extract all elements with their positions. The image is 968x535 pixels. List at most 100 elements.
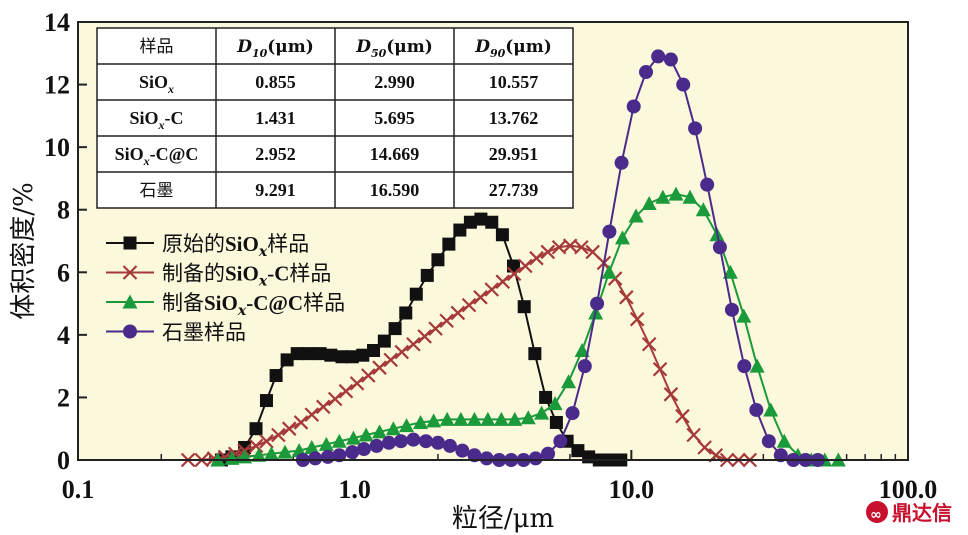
data-point	[574, 343, 590, 357]
data-point	[358, 427, 374, 442]
watermark: ∞ 鼎达信	[866, 501, 952, 525]
marker-stroke	[461, 297, 477, 313]
data-point	[686, 427, 701, 443]
data-point	[639, 65, 654, 80]
data-point	[776, 433, 792, 448]
data-point	[356, 348, 370, 362]
data-point	[574, 239, 589, 255]
data-point	[290, 347, 304, 361]
data-point	[338, 383, 354, 399]
data-point	[668, 186, 684, 201]
data-point	[761, 434, 776, 449]
data-point	[520, 410, 536, 425]
table-sample-cell: 石墨	[140, 181, 174, 201]
legend-item-2: 制备的SiOx-C样品	[106, 262, 331, 290]
data-point	[528, 451, 543, 466]
data-point	[602, 224, 617, 239]
data-point	[324, 348, 338, 362]
legend-item-1: 原始的SiOx样品	[106, 232, 309, 260]
data-point	[280, 353, 294, 367]
table-header-cell: D10(μm)	[236, 37, 314, 60]
watermark-logo-icon	[866, 501, 888, 523]
x-tick-label: 100.0	[879, 475, 938, 504]
data-point	[413, 414, 429, 429]
data-point	[485, 215, 499, 229]
marker-stroke	[529, 250, 544, 266]
data-point	[356, 442, 371, 457]
data-point	[565, 406, 580, 421]
table-sample-cell: SiOx-C	[129, 108, 183, 132]
data-point	[327, 391, 343, 407]
legend-swatch-marker	[123, 236, 137, 250]
x-tick-label: 1.0	[338, 475, 371, 504]
data-point	[641, 336, 657, 352]
y-axis-label: 体积密度/%	[9, 182, 39, 319]
data-point	[293, 415, 309, 430]
data-point	[676, 77, 691, 92]
table-value-cell: 0.855	[255, 72, 296, 92]
table-value-cell: 14.669	[370, 144, 420, 164]
data-point	[388, 322, 402, 336]
data-point	[345, 350, 359, 364]
data-point	[652, 361, 668, 377]
data-point	[553, 434, 568, 449]
marker-stroke	[259, 433, 274, 449]
marker-stroke	[495, 274, 511, 289]
data-point	[304, 407, 320, 422]
series-4	[295, 49, 825, 467]
data-point	[749, 358, 765, 373]
data-point	[619, 290, 634, 305]
data-point	[345, 445, 360, 460]
legend-swatch-marker	[122, 265, 138, 280]
table-value-cell: 5.695	[374, 108, 415, 128]
data-point	[541, 446, 556, 461]
data-point	[224, 450, 240, 465]
data-point	[442, 237, 456, 251]
data-point	[763, 402, 779, 417]
data-point	[534, 405, 550, 420]
data-point	[495, 274, 511, 289]
table-value-cell: 9.291	[255, 180, 296, 200]
data-point	[269, 369, 283, 383]
data-point	[736, 308, 752, 323]
marker-stroke	[361, 368, 376, 383]
data-point	[493, 411, 509, 426]
marker-stroke	[652, 361, 668, 377]
marker-stroke	[619, 290, 634, 305]
y-tick-label: 10	[44, 133, 70, 162]
data-point	[473, 290, 488, 305]
marker-stroke	[406, 336, 421, 352]
watermark-logo-glyph: ∞	[870, 507, 882, 523]
marker-stroke	[372, 360, 387, 375]
data-point	[663, 387, 679, 402]
marker-stroke	[686, 427, 701, 443]
data-point	[517, 300, 531, 314]
data-point	[626, 99, 641, 114]
data-point	[259, 394, 273, 408]
data-point	[722, 264, 738, 279]
watermark-text: 鼎达信	[892, 501, 952, 525]
data-point	[249, 422, 263, 436]
marker-stroke	[540, 244, 556, 260]
data-point	[430, 435, 445, 450]
data-point	[539, 390, 553, 404]
data-point	[318, 436, 334, 451]
data-point	[332, 448, 347, 463]
marker-stroke	[327, 391, 343, 407]
table-value-cell: 16.590	[370, 180, 420, 200]
data-point	[428, 321, 443, 336]
legend-item-3: 制备SiOx-C@C样品	[106, 291, 345, 319]
data-point	[506, 266, 522, 282]
inset-table: 样品 D10(μm) D50(μm) D90(μm) SiOx 0.855 2.990 10.…	[96, 27, 574, 209]
data-point	[259, 433, 274, 449]
data-point	[655, 189, 671, 204]
data-point	[372, 424, 388, 439]
data-point	[281, 421, 297, 436]
data-point	[377, 334, 391, 348]
x-axis-label: 粒径/μm	[452, 504, 554, 534]
data-point	[381, 435, 396, 450]
marker-stroke	[122, 265, 138, 280]
data-point	[773, 448, 788, 463]
table-value-cell: 10.557	[489, 72, 539, 92]
data-point	[695, 202, 711, 217]
